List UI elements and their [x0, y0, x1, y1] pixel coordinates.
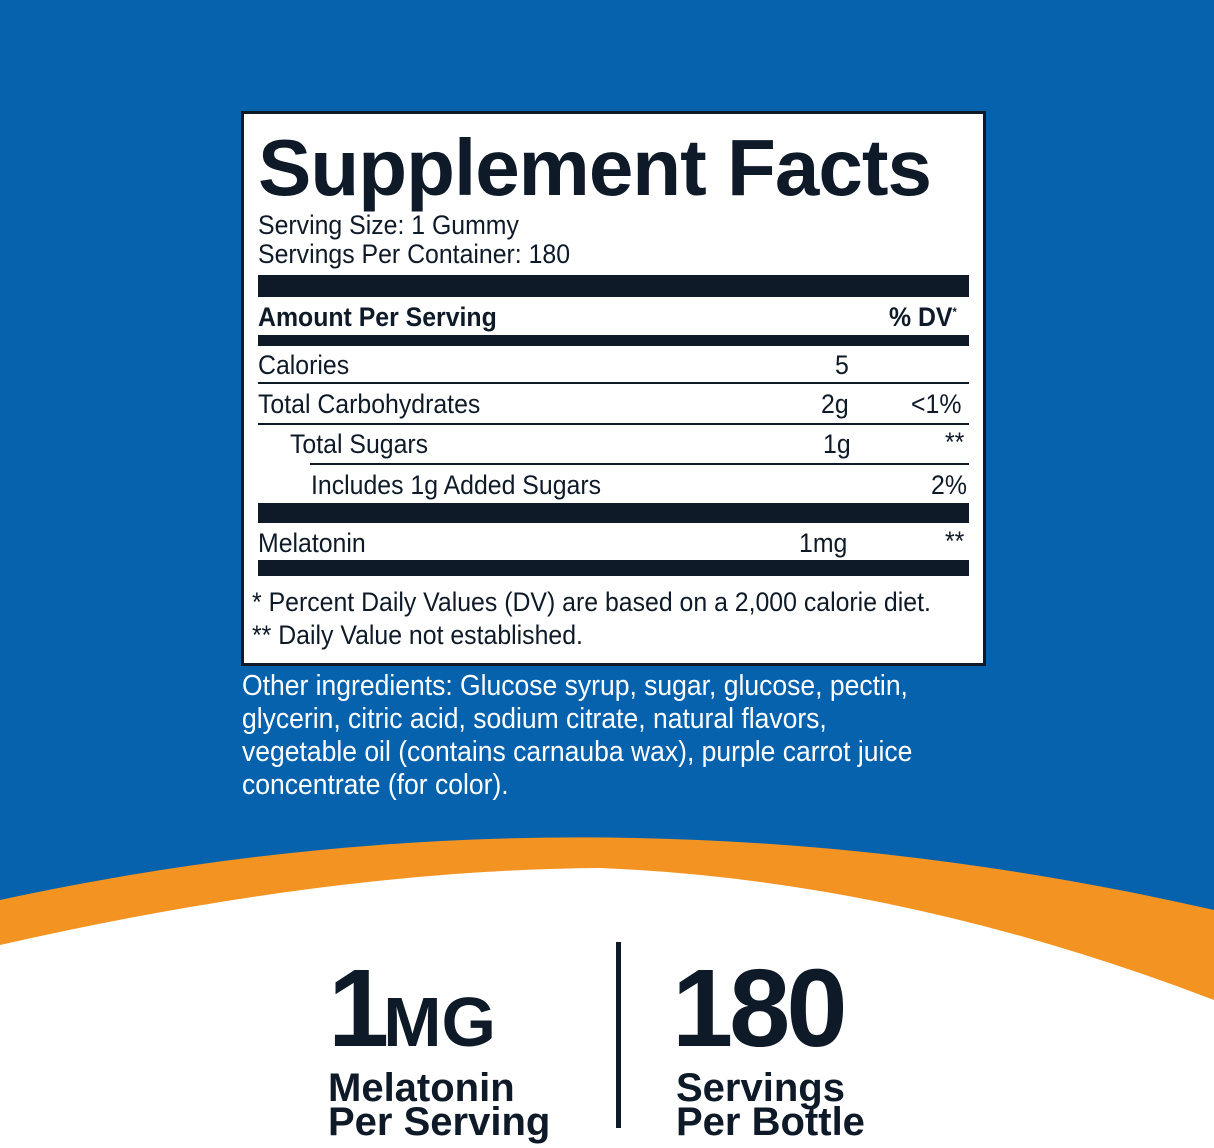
row-dv: **: [945, 427, 965, 457]
divider-thick: [258, 503, 969, 523]
vertical-divider: [616, 942, 621, 1128]
footnote-dv: * Percent Daily Values (DV) are based on…: [252, 587, 931, 617]
serving-size: Serving Size: 1 Gummy: [258, 210, 519, 240]
divider-thick: [258, 560, 969, 576]
divider-medium: [258, 335, 969, 346]
melatonin-highlight: 1MG: [328, 945, 496, 1072]
divider-thick: [258, 275, 969, 297]
servings-label-2: Per Bottle: [676, 1100, 865, 1144]
row-dv: 2%: [931, 470, 967, 500]
servings-label-1: Servings: [676, 1066, 845, 1110]
white-area: [0, 868, 1214, 1148]
supplement-facts-panel: Supplement Facts Serving Size: 1 Gummy S…: [241, 111, 986, 666]
row-dv: **: [945, 526, 965, 556]
row-amount: 5: [835, 350, 849, 380]
servings-per-container: Servings Per Container: 180: [258, 239, 571, 269]
dv-header: % DV*: [889, 302, 957, 333]
row-dv: <1%: [911, 389, 962, 419]
amount-header: Amount Per Serving: [258, 302, 497, 332]
row-name: Calories: [258, 350, 350, 380]
melatonin-label-2: Per Serving: [328, 1100, 551, 1144]
dv-asterisk: *: [952, 305, 957, 319]
row-name: Melatonin: [258, 528, 366, 558]
divider-thin: [258, 423, 969, 425]
row-name: Includes 1g Added Sugars: [311, 470, 602, 500]
row-amount: 2g: [821, 389, 849, 419]
servings-value: 180: [672, 947, 848, 1070]
divider-thin: [310, 463, 969, 465]
footnote-not-established: ** Daily Value not established.: [252, 620, 583, 650]
row-amount: 1mg: [799, 528, 848, 558]
row-amount: 1g: [823, 429, 851, 459]
dv-header-text: % DV: [889, 302, 953, 332]
melatonin-unit: MG: [383, 983, 496, 1061]
divider-thin: [258, 382, 969, 384]
melatonin-value: 1: [328, 947, 389, 1070]
other-ingredients: Other ingredients: Glucose syrup, sugar,…: [242, 670, 913, 801]
row-name: Total Sugars: [290, 429, 429, 459]
facts-title: Supplement Facts: [258, 123, 932, 212]
melatonin-label-1: Melatonin: [328, 1066, 515, 1110]
row-name: Total Carbohydrates: [258, 389, 481, 419]
